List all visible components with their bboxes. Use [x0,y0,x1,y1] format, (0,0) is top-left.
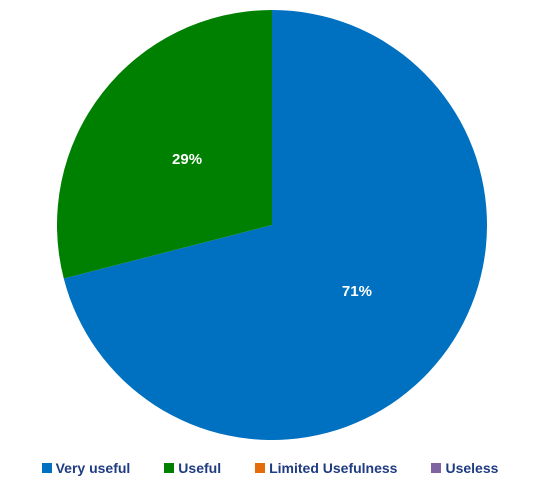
data-label-very-useful: 71% [342,283,372,300]
legend-label: Very useful [55,460,131,476]
legend-item-useless: Useless [431,460,498,476]
legend-label: Useful [178,460,222,476]
legend-swatch [164,463,175,473]
legend-label: Limited Usefulness [269,460,398,476]
legend-swatch [255,463,266,473]
legend-swatch [431,463,442,473]
legend-swatch [41,463,52,473]
pie-data-labels: 71% 29% [172,151,372,300]
legend-item-useful: Useful [164,460,221,476]
pie-chart: 71% 29% [56,10,487,440]
legend-item-limited-usefulness: Limited Usefulness [255,460,397,476]
legend-label: Useless [445,460,499,476]
pie-slice-useful [56,10,272,279]
pie-slice-very-useful [63,10,487,440]
data-label-useful: 29% [172,151,202,168]
legend-item-very-useful: Very useful [41,460,131,476]
pie-slices [56,10,487,440]
chart-legend: Very useful Useful Limited Usefulness Usele… [0,458,540,478]
